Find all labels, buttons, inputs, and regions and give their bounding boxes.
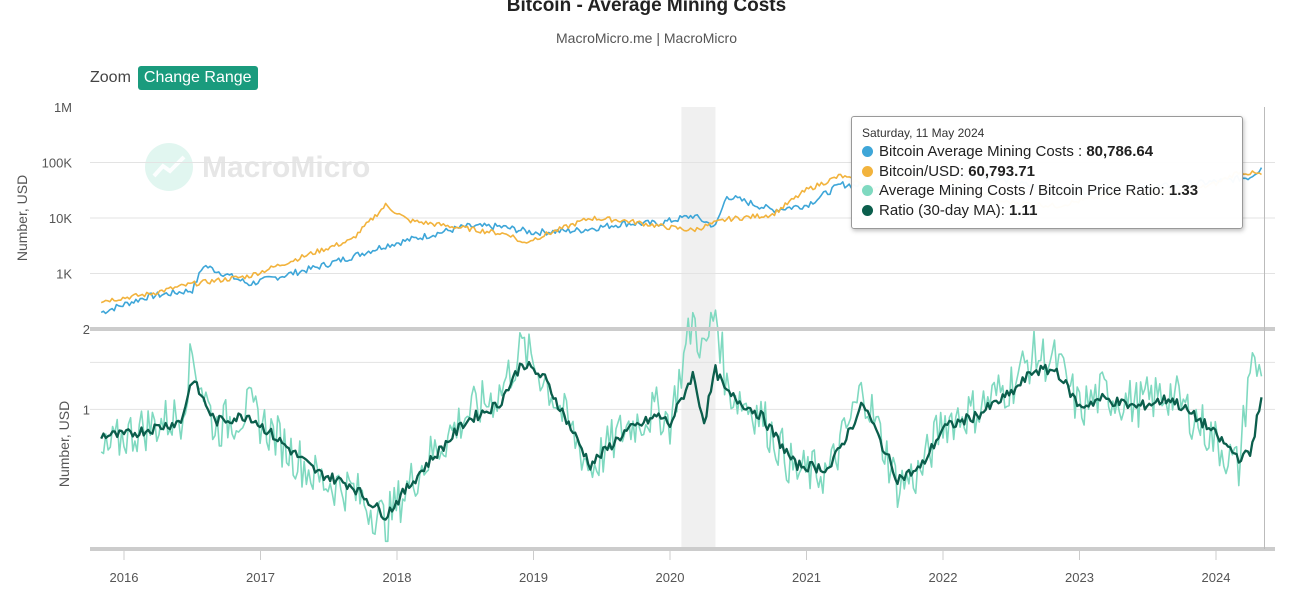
tooltip-value: 1.33: [1168, 182, 1199, 199]
y-tick-label: 10K: [49, 211, 72, 226]
x-tick-label: 2023: [1065, 570, 1094, 585]
tooltip-label: Bitcoin Average Mining Costs :: [879, 143, 1087, 160]
x-tick-label: 2016: [110, 570, 139, 585]
x-tick-label: 2019: [519, 570, 548, 585]
series-marker-icon: [862, 204, 873, 216]
tooltip-date: Saturday, 11 May 2024: [862, 126, 985, 140]
panel-divider: [90, 327, 1275, 331]
series-marker-icon: [862, 185, 873, 196]
tooltip-value: 80,786.64: [1086, 143, 1154, 160]
series-line-bottom-1: [100, 360, 1263, 521]
tooltip-row-mining-cost: Bitcoin Average Mining Costs : 80,786.64: [862, 142, 1232, 162]
tooltip: Saturday, 11 May 2024 Bitcoin Average Mi…: [851, 116, 1243, 229]
tooltip-row-ratio: Average Mining Costs / Bitcoin Price Rat…: [862, 181, 1232, 201]
y-tick-label: 1K: [56, 267, 72, 282]
y-tick-label: 100K: [42, 156, 73, 171]
series-marker-icon: [862, 165, 873, 177]
tooltip-label: Average Mining Costs / Bitcoin Price Rat…: [879, 182, 1169, 199]
tooltip-row-btc-usd: Bitcoin/USD: 60,793.71: [862, 162, 1232, 182]
tooltip-label: Bitcoin/USD:: [879, 162, 969, 180]
change-range-button[interactable]: Change Range: [137, 66, 258, 90]
x-tick-label: 2017: [246, 570, 275, 585]
y-tick-label: 2: [83, 322, 90, 337]
watermark: MacroMicro: [145, 143, 370, 191]
zoom-toolbar: Zoom Change Range: [90, 66, 258, 90]
tooltip-label: Ratio (30-day MA):: [879, 201, 1010, 219]
tooltip-value: 1.11: [1009, 201, 1038, 219]
watermark-logo-icon: [145, 143, 193, 191]
x-tick-label: 2022: [929, 570, 958, 585]
x-tick-label: 2018: [383, 570, 412, 585]
tooltip-row-ratio-ma: Ratio (30-day MA): 1.11: [862, 201, 1232, 221]
y-tick-label: 1M: [54, 100, 72, 115]
series-line-bottom-0: [100, 309, 1263, 543]
y-tick-label: 1: [83, 402, 90, 417]
chart-subtitle: MacroMicro.me | MacroMicro: [556, 30, 737, 46]
chart-title: Bitcoin - Average Mining Costs: [506, 0, 787, 16]
zoom-label: Zoom: [90, 69, 131, 86]
x-tick-label: 2024: [1202, 570, 1231, 585]
x-axis-line: [90, 547, 1275, 551]
y-axis-label: Number, USD: [14, 175, 30, 261]
x-tick-label: 2021: [792, 570, 821, 585]
y-axis-label: Number, USD: [56, 401, 72, 487]
series-marker-icon: [862, 146, 873, 157]
tooltip-value: 60,793.71: [968, 162, 1035, 180]
x-tick-label: 2020: [656, 570, 685, 585]
watermark-text: MacroMicro: [202, 151, 370, 184]
